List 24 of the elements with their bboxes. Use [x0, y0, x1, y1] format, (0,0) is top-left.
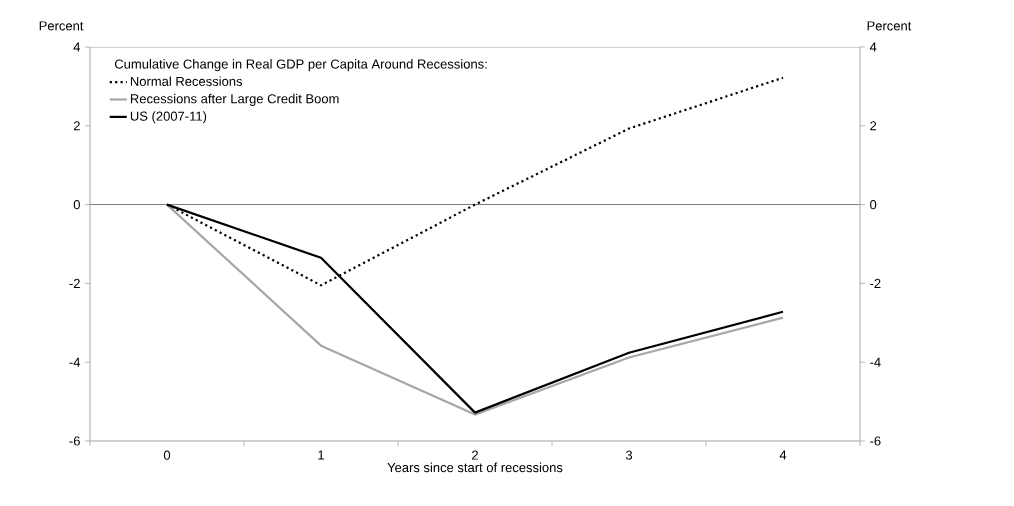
y-tick-label: -2 [69, 278, 80, 288]
y2-tick-label: -6 [870, 436, 881, 446]
y2-tick-label: -2 [870, 278, 881, 288]
y-tick-label: -4 [69, 357, 81, 367]
y2-tick-label: -4 [870, 357, 881, 367]
y-tick-label: 4 [73, 42, 81, 52]
legend-label: US (2007-11) [130, 111, 207, 124]
x-axis-title: Years since start of recessions [387, 462, 563, 473]
x-tick-label: 4 [779, 450, 787, 460]
y-tick-label: 2 [73, 121, 80, 131]
y2-tick-label: 4 [869, 42, 877, 52]
x-tick-label: 3 [625, 450, 633, 460]
legend-label: Recessions after Large Credit Boom [130, 93, 339, 106]
y2-tick-label: 2 [870, 121, 877, 131]
y2-axis-title: Percent [867, 21, 912, 31]
y-axis-title: Percent [39, 21, 84, 31]
y-tick-label: 0 [73, 199, 80, 210]
x-tick-label: 0 [163, 450, 171, 460]
y-tick-label: -6 [69, 436, 80, 446]
legend-label: Normal Recessions [130, 76, 243, 86]
x-tick-label: 1 [318, 450, 324, 460]
y2-tick-label: 0 [870, 199, 877, 210]
legend-title: Cumulative Change in Real GDP per Capita Around Recessions: [114, 59, 487, 72]
x-tick-label: 2 [472, 450, 478, 460]
